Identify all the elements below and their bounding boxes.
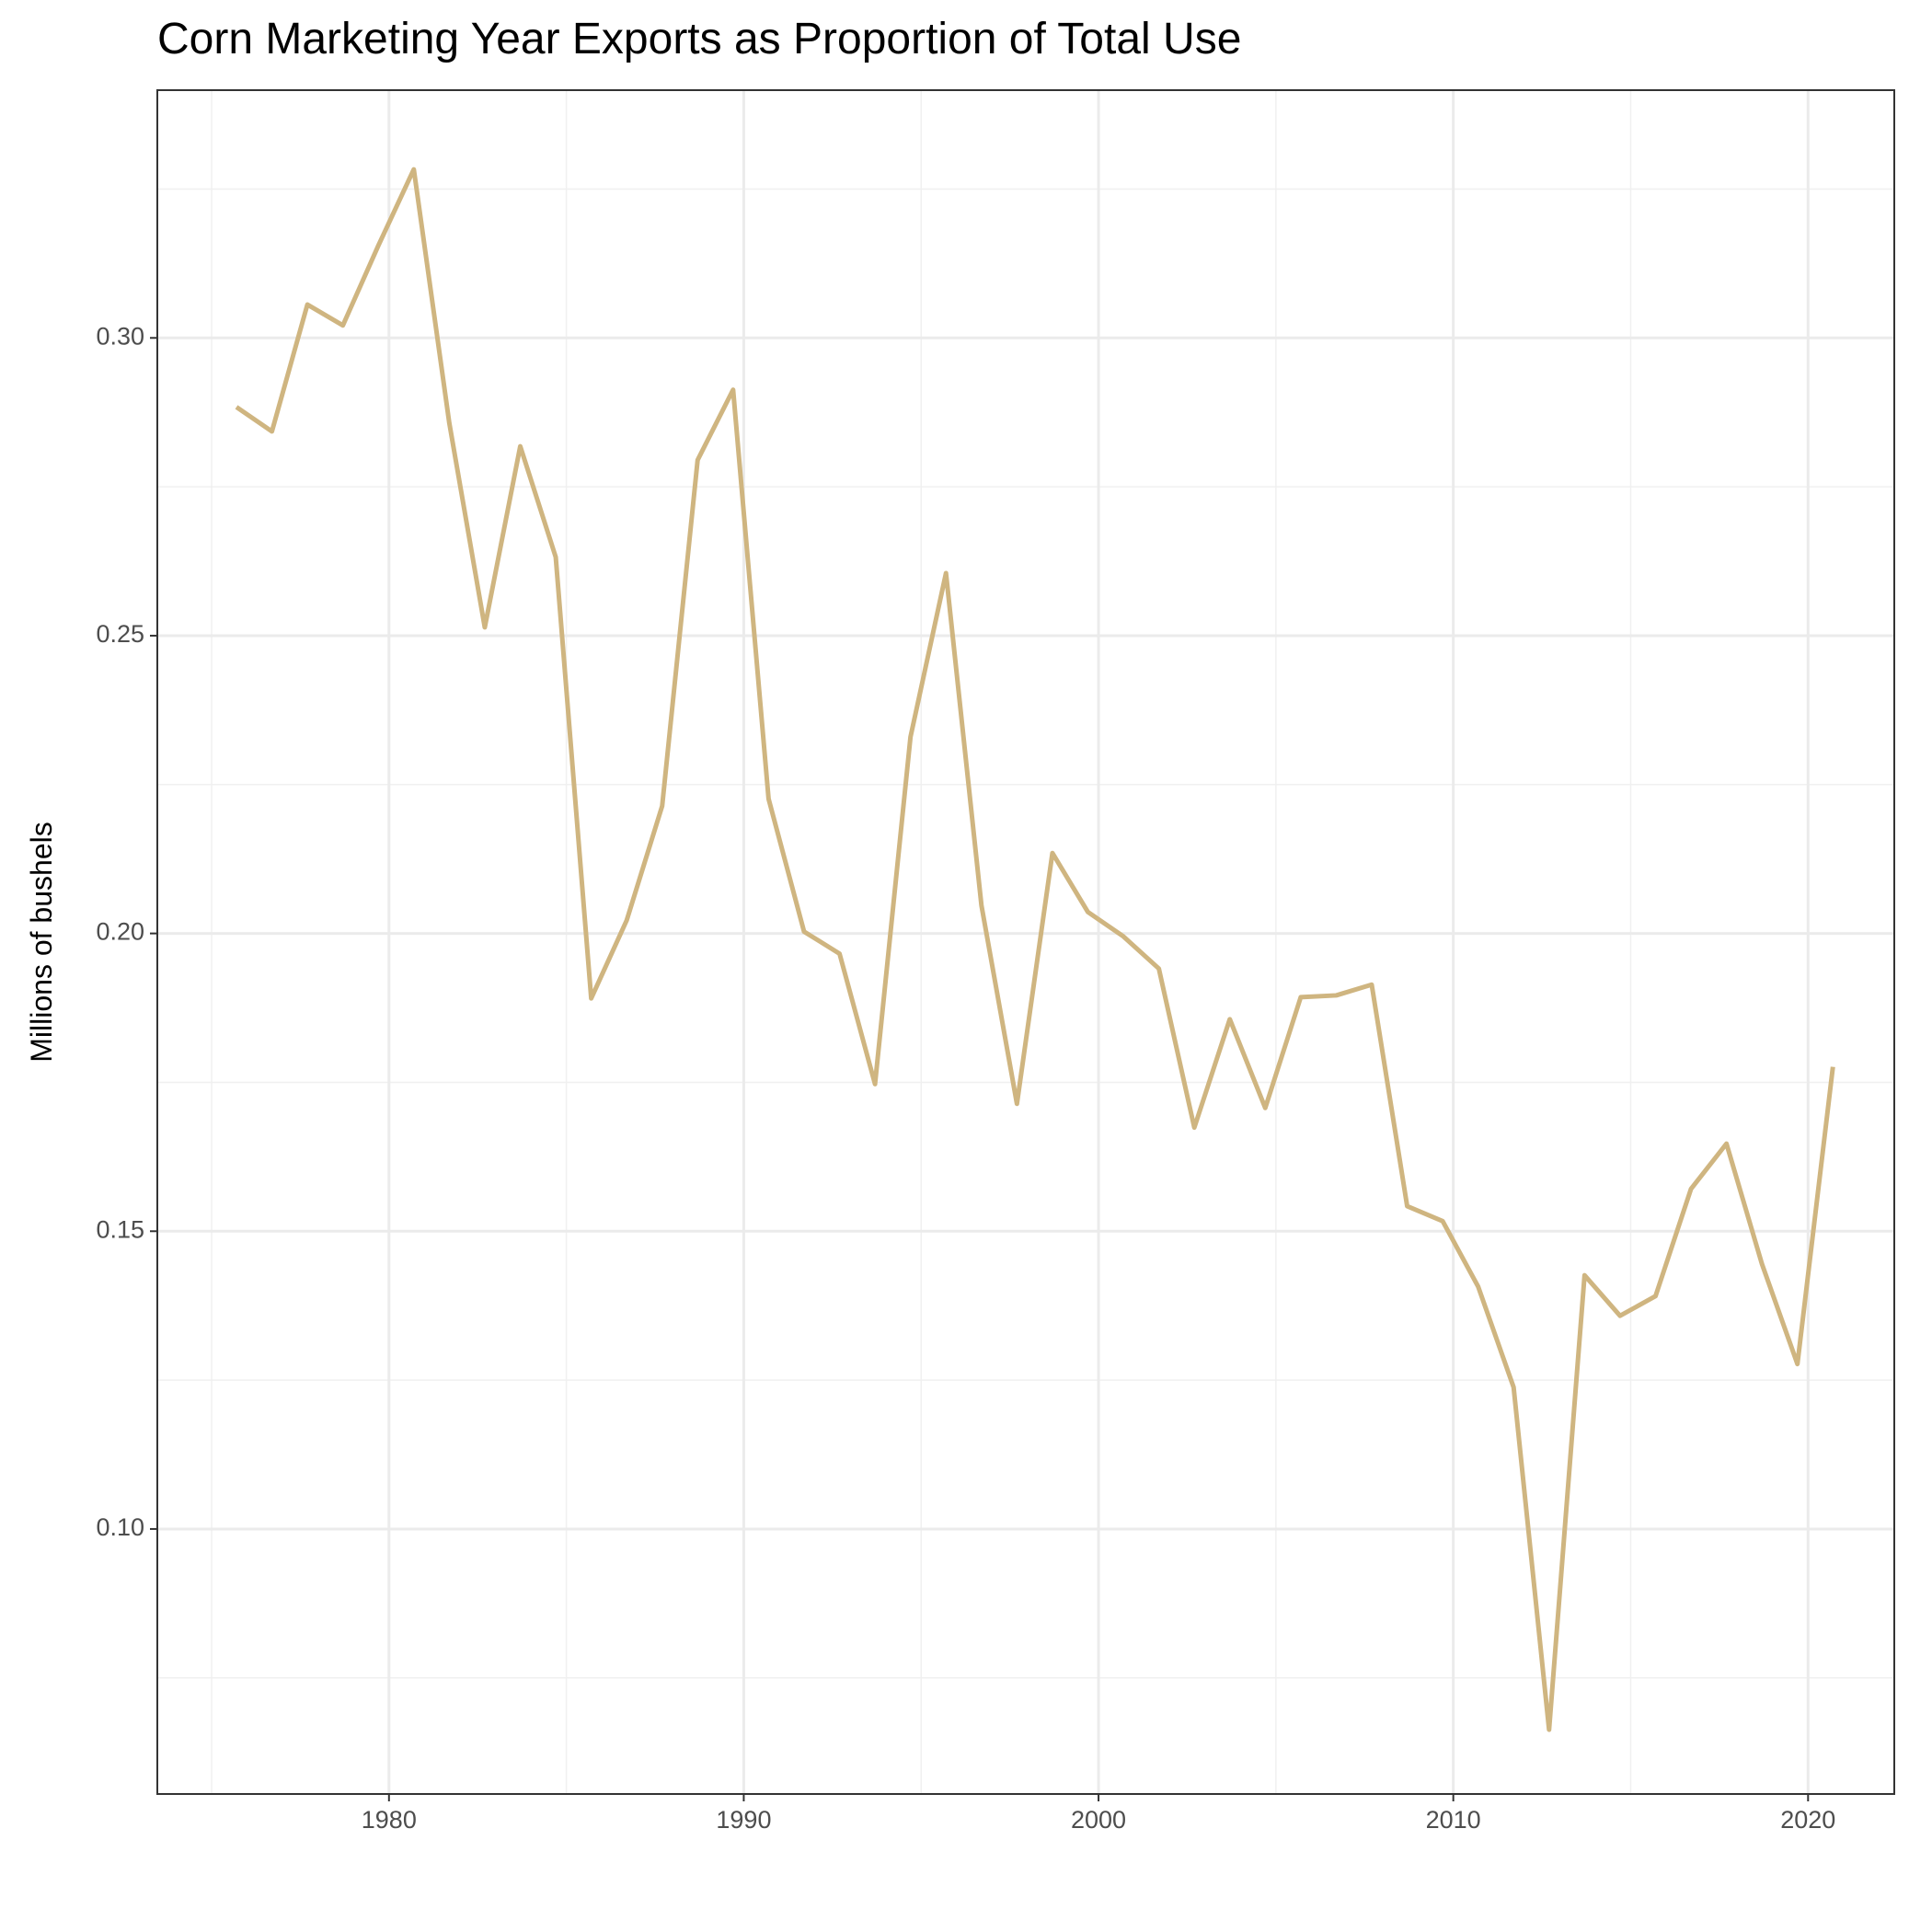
chart-title: Corn Marketing Year Exports as Proportio… (157, 15, 1241, 63)
x-tick-label: 2010 (1426, 1806, 1481, 1834)
x-tick-label: 1990 (716, 1806, 771, 1834)
panel-border (156, 89, 1895, 1795)
x-tick-label: 2000 (1071, 1806, 1126, 1834)
y-axis-label: Millions of bushels (25, 822, 58, 1062)
data-line (235, 167, 1835, 1732)
grid (157, 90, 1894, 1794)
y-tick-label: 0.10 (96, 1513, 144, 1541)
plot-area (235, 167, 1835, 1732)
y-tick-label: 0.20 (96, 918, 144, 946)
y-tick-label: 0.15 (96, 1215, 144, 1243)
y-tick-label: 0.30 (96, 322, 144, 350)
x-tick-label: 2020 (1780, 1806, 1835, 1834)
y-tick-label: 0.25 (96, 620, 144, 648)
x-tick-label: 1980 (362, 1806, 417, 1834)
